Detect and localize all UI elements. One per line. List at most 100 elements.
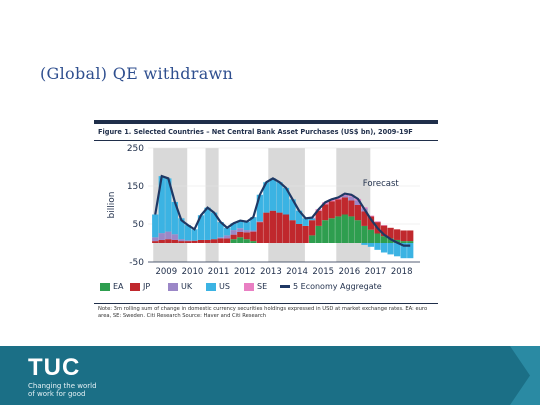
figure-top-bar bbox=[94, 120, 438, 124]
legend-item-us: US bbox=[206, 282, 230, 291]
bar-segment-ea bbox=[250, 241, 257, 243]
bar-segment-jp bbox=[289, 220, 296, 243]
bar-segment-ea bbox=[407, 241, 414, 243]
bar-segment-jp bbox=[335, 199, 342, 217]
aggregate-line bbox=[154, 174, 411, 247]
bar-segment-us bbox=[158, 176, 165, 234]
x-tick-label: 2015 bbox=[312, 267, 334, 277]
bar-segment-us bbox=[407, 243, 414, 259]
bar-segment-jp bbox=[302, 225, 309, 243]
legend-swatch-se bbox=[244, 282, 254, 291]
tuc-tagline: Changing the world of work for good bbox=[28, 382, 108, 398]
bar-segment-us bbox=[263, 182, 270, 213]
bar-segment-jp bbox=[243, 232, 250, 240]
bar-segment-se bbox=[380, 225, 388, 226]
y-tick-label: 50 bbox=[133, 220, 145, 230]
bar-segment-jp bbox=[191, 240, 198, 243]
chart-legend: EA JP UK US SE 5 Economy Aggregate bbox=[98, 282, 434, 294]
legend-swatch-ea bbox=[100, 282, 110, 291]
bar-segment-us bbox=[152, 214, 159, 238]
bar-segment-jp bbox=[328, 201, 335, 219]
bar-segment-uk bbox=[158, 233, 165, 240]
bar-segment-ea bbox=[354, 220, 362, 243]
bar-segment-jp bbox=[361, 211, 368, 226]
bar-segment-us bbox=[256, 194, 263, 222]
bar-segment-us bbox=[269, 178, 277, 211]
bar-segment-us bbox=[309, 218, 316, 221]
bar-segment-us bbox=[367, 243, 375, 247]
bar-segment-jp bbox=[152, 241, 159, 243]
bar-segment-uk bbox=[217, 237, 224, 239]
figure-note: Note: 3m rolling sum of change in domest… bbox=[98, 306, 428, 319]
legend-item-jp: JP bbox=[130, 282, 150, 291]
footer-chevron-icon bbox=[510, 346, 540, 405]
bar-segment-se bbox=[367, 215, 375, 217]
bar-segment-jp bbox=[354, 205, 362, 221]
bar-segment-us bbox=[302, 218, 309, 226]
legend-label-ea: EA bbox=[113, 282, 124, 291]
bar-segment-us bbox=[282, 187, 290, 215]
bar-segment-us bbox=[276, 182, 283, 213]
qe-chart: -50 50 150 250 billion 2009 2010 2011 2012 2013 20… bbox=[107, 144, 420, 277]
bar-segment-jp bbox=[348, 200, 355, 217]
bar-segment-ea bbox=[315, 225, 322, 243]
bar-segment-ea bbox=[374, 233, 381, 243]
bar-segment-us bbox=[217, 222, 224, 238]
legend-swatch-jp bbox=[130, 282, 140, 291]
bar-segment-us bbox=[237, 220, 244, 229]
bar-segment-jp bbox=[224, 238, 231, 243]
bar-segment-us bbox=[250, 217, 257, 231]
bar-segment-us bbox=[178, 218, 185, 240]
legend-swatch-us bbox=[206, 282, 216, 291]
bar-segment-jp bbox=[322, 204, 329, 221]
bar-segment-jp bbox=[341, 197, 348, 215]
bar-segment-us bbox=[224, 227, 231, 236]
bar-segment-us bbox=[204, 207, 211, 240]
chart-figure: Figure 1. Selected Countries – Net Centr… bbox=[94, 120, 438, 328]
bar-segment-uk bbox=[256, 221, 263, 223]
bar-segment-jp bbox=[407, 230, 414, 242]
slide-title: (Global) QE withdrawn bbox=[40, 64, 234, 83]
bar-segment-jp bbox=[282, 214, 290, 243]
bar-segment-us bbox=[394, 243, 401, 257]
bar-segment-ea bbox=[400, 241, 407, 243]
shaded-period-1 bbox=[205, 148, 219, 262]
legend-label-se: SE bbox=[257, 282, 268, 291]
bar-segment-uk bbox=[184, 240, 192, 242]
forecast-annotation: Forecast bbox=[363, 179, 400, 189]
tagline-line-1: Changing the world bbox=[28, 382, 97, 390]
legend-swatch-aggregate bbox=[280, 285, 290, 288]
bar-segment-jp bbox=[295, 224, 303, 243]
bar-segment-us bbox=[191, 229, 198, 241]
bar-segment-us bbox=[361, 243, 368, 245]
bar-segment-ea bbox=[341, 214, 348, 243]
tagline-line-2: of work for good bbox=[28, 390, 86, 398]
x-tick-label: 2017 bbox=[365, 267, 387, 277]
y-tick-label: 150 bbox=[127, 182, 144, 192]
figure-note-divider bbox=[94, 303, 438, 304]
bar-segment-us bbox=[197, 215, 205, 240]
bar-segment-uk bbox=[230, 230, 237, 235]
x-tick-label: 2009 bbox=[155, 267, 177, 277]
bar-segment-us bbox=[400, 243, 407, 259]
legend-label-us: US bbox=[219, 282, 230, 291]
bar-segment-uk bbox=[237, 228, 244, 232]
legend-label-uk: UK bbox=[181, 282, 193, 291]
bar-segment-se bbox=[374, 221, 381, 223]
bar-segment-jp bbox=[315, 210, 322, 226]
y-axis-label: billion bbox=[107, 192, 117, 219]
bar-segment-jp bbox=[380, 225, 388, 237]
tuc-logo: TUC bbox=[28, 354, 81, 381]
x-tick-label: 2018 bbox=[391, 267, 413, 277]
bar-segment-us bbox=[243, 221, 250, 231]
bar-segment-us bbox=[374, 243, 381, 250]
x-tick-label: 2016 bbox=[339, 267, 361, 277]
bar-segment-jp bbox=[204, 239, 211, 243]
bar-segment-ea bbox=[367, 229, 375, 243]
bar-segment-jp bbox=[165, 239, 172, 243]
bar-segment-jp bbox=[387, 227, 394, 239]
bar-segment-jp bbox=[217, 238, 224, 243]
bar-segment-jp bbox=[309, 220, 316, 236]
bar-segment-us bbox=[210, 212, 218, 240]
bar-segment-jp bbox=[197, 239, 205, 243]
